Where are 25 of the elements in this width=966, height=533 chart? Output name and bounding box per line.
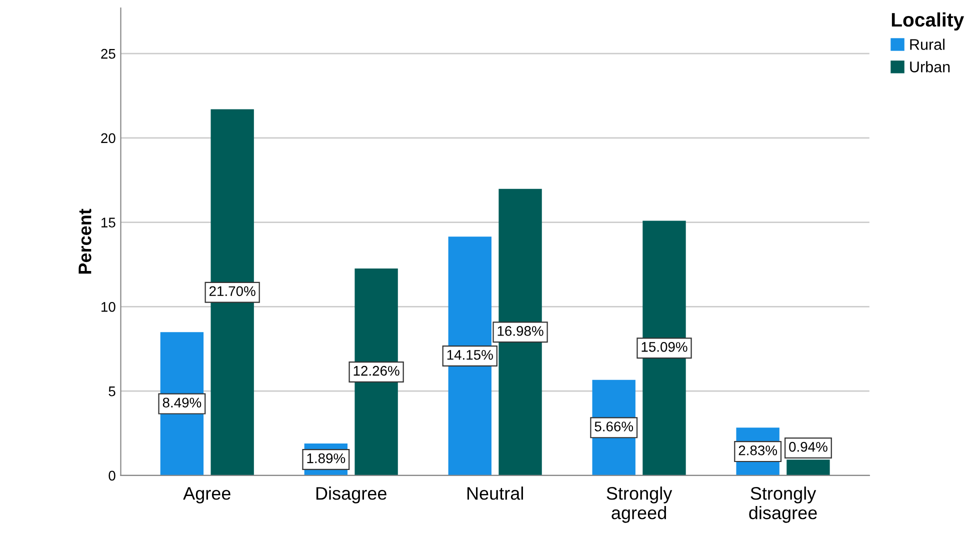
- legend-title: Locality: [892, 12, 964, 31]
- x-tick-label: Disagree: [316, 486, 386, 504]
- y-tick-label: 25: [101, 48, 116, 59]
- legend-label: Rural: [910, 38, 944, 50]
- y-tick-label: 10: [102, 302, 116, 312]
- x-tick-label: Agree: [183, 487, 230, 504]
- data-label: 1.89%: [307, 453, 346, 464]
- legend-label: Urban: [910, 61, 950, 72]
- data-label: 0.94%: [789, 442, 828, 452]
- x-tick-label: Neutral: [467, 486, 523, 500]
- data-label: 2.83%: [738, 445, 778, 456]
- y-tick-label: 15: [102, 218, 116, 228]
- data-label: 16.98%: [498, 326, 544, 336]
- x-tick-label: Strongly disagree: [749, 486, 817, 523]
- y-tick-label: 0: [108, 470, 116, 481]
- data-label: 21.70%: [209, 286, 256, 296]
- y-axis-title: Percent: [78, 208, 92, 274]
- data-label: 15.09%: [642, 342, 688, 352]
- data-label: 12.26%: [354, 366, 400, 376]
- data-label: 14.15%: [447, 350, 493, 360]
- y-tick-label: 20: [101, 133, 116, 144]
- x-tick-label: Strongly agreed: [606, 486, 672, 523]
- data-label: 8.49%: [162, 398, 202, 408]
- data-label: 5.66%: [594, 422, 634, 432]
- y-tick-label: 5: [108, 386, 116, 396]
